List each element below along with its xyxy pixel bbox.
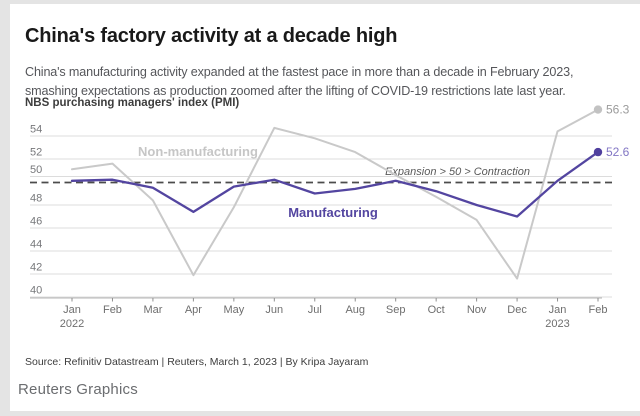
x-tick-label: Jul <box>308 304 322 316</box>
source-line: Source: Refinitiv Datastream | Reuters, … <box>25 356 369 368</box>
series-inline-label-non-manufacturing: Non-manufacturing <box>138 144 258 159</box>
series-end-value-label: 52.6 <box>606 145 630 159</box>
chart-kicker: NBS purchasing managers' index (PMI) <box>25 97 240 109</box>
x-tick-label: Mar <box>143 304 162 316</box>
reference-label: Expansion > 50 > Contraction <box>385 166 530 178</box>
x-tick-label: Oct <box>428 304 445 316</box>
y-tick-label: 46 <box>30 216 42 228</box>
series-end-dot-non-manufacturing <box>593 105 603 114</box>
x-tick-label: Jan <box>63 304 81 316</box>
chart-subtitle: China's manufacturing activity expanded … <box>25 64 574 98</box>
y-tick-label: 40 <box>30 285 42 297</box>
x-tick-label: Feb <box>103 304 122 316</box>
chart-area: 40 42 44 46 48 50 52 54 Expansion > 50 > Contrac… <box>10 4 640 411</box>
x-tick-year-label: 2022 <box>60 318 84 330</box>
series-line-non-manufacturing <box>71 108 599 280</box>
x-tick-label: Apr <box>185 304 202 316</box>
x-tick-label: Sep <box>386 304 406 316</box>
series-end-value-label: 56.3 <box>606 103 630 117</box>
page-title: China's factory activity at a decade hig… <box>25 25 398 48</box>
series-line-manufacturing <box>70 150 600 218</box>
y-tick-label: 42 <box>30 262 42 274</box>
y-tick-label: 50 <box>30 164 42 176</box>
x-tick-label: Dec <box>507 304 527 316</box>
x-tick-year-label: 2023 <box>545 318 569 330</box>
x-tick-label: Aug <box>345 304 365 316</box>
x-tick-label: Nov <box>467 304 487 316</box>
x-tick-label: Feb <box>589 304 608 316</box>
graphic-card: 40 42 44 46 48 50 52 54 Expansion > 50 > Contrac… <box>10 4 640 411</box>
y-tick-label: 48 <box>30 193 42 205</box>
y-tick-label: 52 <box>30 147 42 159</box>
y-tick-label: 54 <box>30 124 42 136</box>
series-end-dot-manufacturing <box>593 147 603 157</box>
x-tick-label: Jun <box>265 304 283 316</box>
x-tick-label: Jan <box>549 304 567 316</box>
brand-footer: Reuters Graphics <box>18 381 138 398</box>
y-tick-label: 44 <box>30 239 42 251</box>
series-inline-label-manufacturing: Manufacturing <box>288 205 378 220</box>
x-tick-label: May <box>223 304 244 316</box>
pmi-line-chart: 40 42 44 46 48 50 52 54 Expansion > 50 > Contrac… <box>30 103 630 330</box>
